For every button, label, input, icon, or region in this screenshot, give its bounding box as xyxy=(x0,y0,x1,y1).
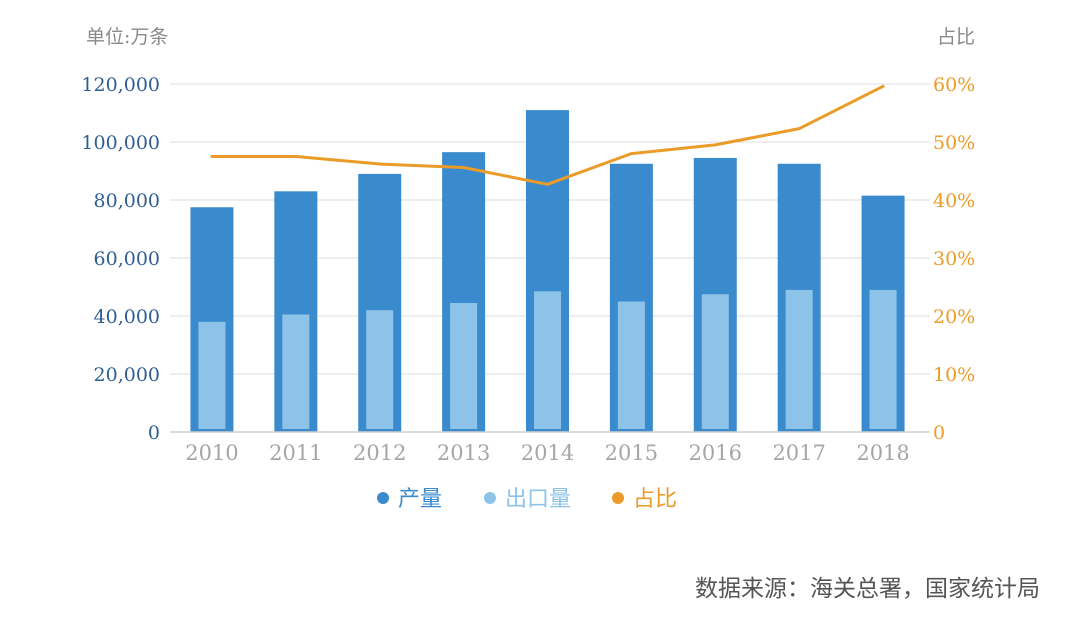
x-tick-label: 2010 xyxy=(185,441,238,465)
y-right-tick-label: 20% xyxy=(933,306,975,328)
y-right-tick-label: 10% xyxy=(933,364,975,386)
legend-marker xyxy=(484,492,496,504)
legend-marker xyxy=(612,492,624,504)
y-right-tick-label: 30% xyxy=(933,248,975,270)
bar-export xyxy=(701,294,729,429)
y-right-tick-label: 40% xyxy=(933,190,975,212)
legend-label: 产量 xyxy=(398,487,442,512)
x-tick-label: 2014 xyxy=(521,441,574,465)
x-tick-label: 2015 xyxy=(605,441,658,465)
y-axis-right-label: 占比 xyxy=(937,26,975,48)
line-layer xyxy=(210,84,885,186)
bar-export xyxy=(198,321,226,429)
bar-export xyxy=(785,289,813,429)
legend-marker xyxy=(377,492,389,504)
y-left-tick-label: 100,000 xyxy=(81,132,160,154)
y-axis-left-label: 单位:万条 xyxy=(86,26,168,48)
y-right-tick-label: 0 xyxy=(933,422,945,444)
y-left-tick-label: 40,000 xyxy=(94,306,160,328)
source-note: 数据来源：海关总署，国家统计局 xyxy=(695,576,1040,602)
legend: 产量 出口量 占比 xyxy=(377,487,677,512)
y-left-tick-label: 60,000 xyxy=(94,248,160,270)
x-tick-label: 2013 xyxy=(437,441,490,465)
y-left-tick-label: 0 xyxy=(148,422,160,444)
bar-export xyxy=(282,314,310,429)
y-left-tick-label: 20,000 xyxy=(94,364,160,386)
legend-label: 出口量 xyxy=(505,487,571,512)
bar-export xyxy=(366,310,394,429)
bar-export xyxy=(534,291,561,429)
y-right-tick-label: 60% xyxy=(933,74,975,96)
bar-export xyxy=(869,289,897,429)
x-tick-label: 2012 xyxy=(353,441,406,465)
axis-layer: 0 0 20,000 10% 40,000 20% 60,000 30% 80,000 40% 10… xyxy=(81,74,975,465)
x-tick-label: 2016 xyxy=(689,441,742,465)
bar-layer xyxy=(190,110,905,432)
y-left-tick-label: 120,000 xyxy=(81,74,160,96)
line-share xyxy=(210,84,885,186)
x-tick-label: 2017 xyxy=(772,441,825,465)
x-tick-label: 2018 xyxy=(856,441,909,465)
legend-label: 占比 xyxy=(633,487,677,512)
y-right-tick-label: 50% xyxy=(933,132,975,154)
x-tick-label: 2011 xyxy=(269,441,322,465)
y-left-tick-label: 80,000 xyxy=(94,190,160,212)
bar-export xyxy=(450,302,478,429)
bar-export xyxy=(617,301,645,429)
